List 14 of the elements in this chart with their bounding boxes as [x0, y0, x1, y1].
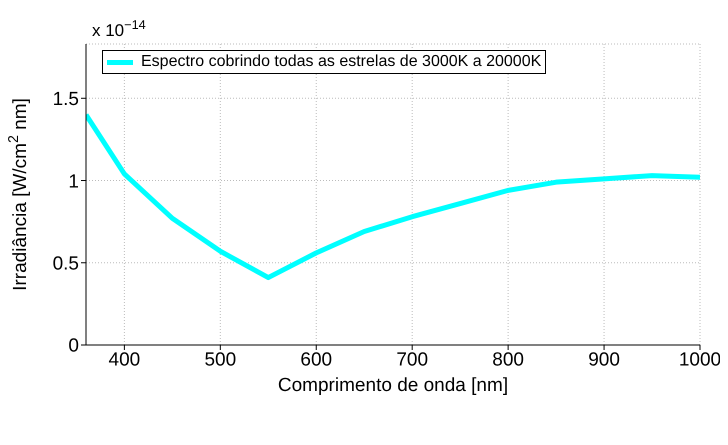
x-tick-label: 600	[300, 349, 332, 370]
x-tick-label: 400	[108, 349, 140, 370]
x-tick-label: 500	[204, 349, 236, 370]
x-tick-label: 1000	[678, 349, 722, 370]
y-tick-label: 0.5	[52, 254, 79, 275]
y-tick-label: 0	[68, 336, 79, 357]
x-axis-title: Comprimento de onda [nm]	[278, 375, 508, 396]
x-tick-label: 700	[396, 349, 428, 370]
x-tick-label: 800	[492, 349, 524, 370]
x-tick-label: 900	[588, 349, 620, 370]
y-tick-label: 1.5	[52, 89, 79, 110]
text: x 10$^{−14}$	[92, 16, 146, 40]
y-tick-label: 1	[68, 171, 79, 192]
legend-label: Espectro cobrindo todas as estrelas de 3000K a 20000K	[141, 52, 542, 72]
